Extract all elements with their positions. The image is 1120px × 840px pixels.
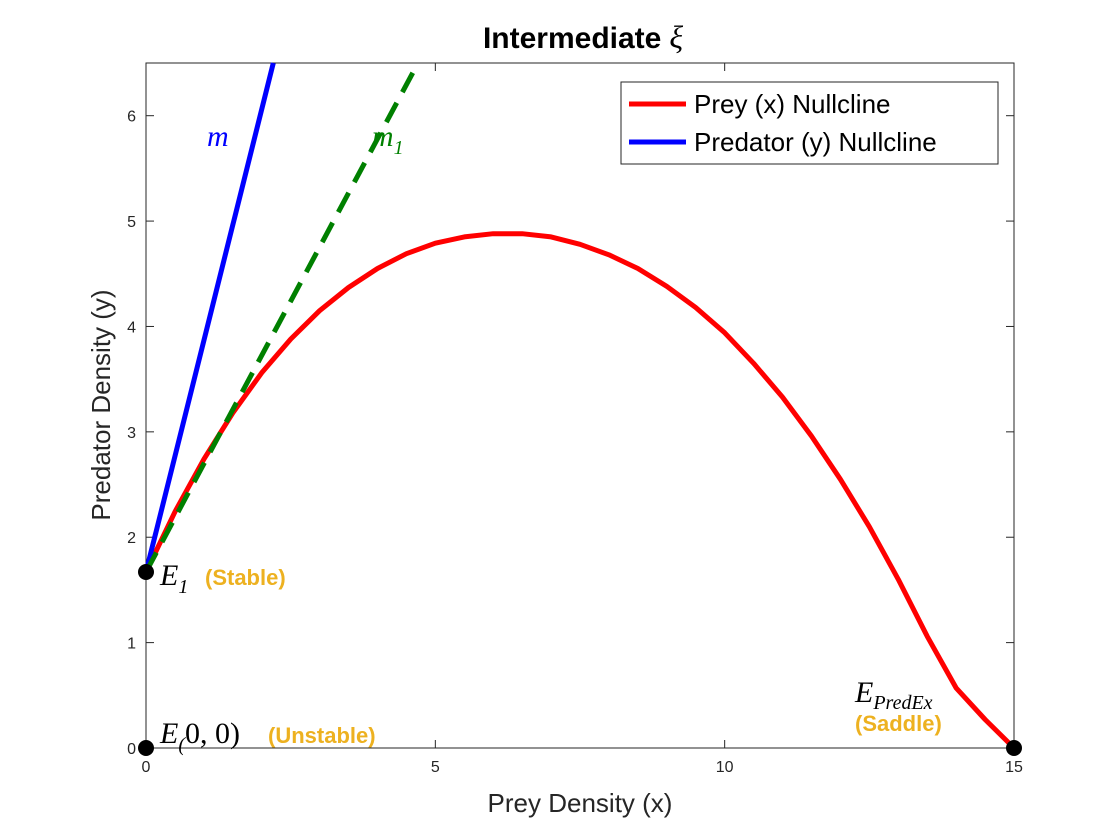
series-group bbox=[143, 61, 1016, 750]
legend-box bbox=[620, 81, 999, 165]
label-e00: E(0, 0) bbox=[159, 717, 240, 756]
legend-label-predator: Predator (y) Nullcline bbox=[694, 127, 937, 157]
label-e00-stability: (Unstable) bbox=[268, 723, 376, 748]
x-tick-label: 10 bbox=[716, 759, 734, 776]
label-m: m bbox=[207, 120, 229, 153]
y-tick-label: 6 bbox=[127, 109, 136, 126]
slope-m1-dashed-line bbox=[143, 61, 421, 574]
label-epredex-stability: (Saddle) bbox=[855, 711, 942, 736]
x-tick-label: 0 bbox=[142, 759, 151, 776]
point-e1 bbox=[138, 564, 154, 581]
label-epredex-subscript: PredEx bbox=[872, 692, 932, 714]
label-e00-letter: E bbox=[159, 717, 178, 750]
equilibrium-points bbox=[138, 564, 1022, 756]
predator-nullcline-line bbox=[143, 62, 276, 573]
legend: Prey (x) Nullcline Predator (y) Nullclin… bbox=[620, 81, 999, 165]
y-axis-label: Predator Density (y) bbox=[86, 289, 116, 520]
chart-title-text: Intermediate bbox=[483, 22, 661, 55]
y-tick-label: 1 bbox=[127, 636, 136, 653]
label-e00-subscript: ( bbox=[178, 734, 186, 756]
label-epredex-letter: E bbox=[854, 676, 873, 709]
label-e1: E1 bbox=[159, 559, 188, 598]
label-m-text: m bbox=[207, 120, 229, 153]
label-e1-stability: (Stable) bbox=[205, 565, 286, 590]
x-axis-label: Prey Density (x) bbox=[488, 788, 673, 818]
y-tick-label: 0 bbox=[127, 741, 136, 758]
plot-area bbox=[145, 62, 1015, 749]
label-m1-text: m bbox=[372, 120, 394, 153]
x-tick-label: 15 bbox=[1005, 759, 1023, 776]
y-tick-label: 4 bbox=[127, 319, 136, 336]
label-epredex: EPredEx bbox=[854, 676, 933, 714]
x-tick-label: 5 bbox=[431, 759, 440, 776]
label-e00-paren: 0, 0) bbox=[185, 717, 240, 750]
label-e1-letter: E bbox=[159, 559, 178, 592]
legend-label-prey: Prey (x) Nullcline bbox=[694, 89, 891, 119]
y-tick-label: 5 bbox=[127, 214, 136, 231]
y-tick-label: 2 bbox=[127, 530, 136, 547]
prey-nullcline-line bbox=[143, 231, 1016, 750]
chart-title: Intermediate ξ bbox=[483, 19, 683, 55]
label-m1-subscript: 1 bbox=[394, 137, 404, 159]
label-e1-subscript: 1 bbox=[178, 576, 188, 598]
y-tick-label: 3 bbox=[127, 425, 136, 442]
point-epredex bbox=[1006, 740, 1022, 756]
chart-title-symbol: ξ bbox=[669, 19, 683, 55]
label-m1: m1 bbox=[372, 120, 404, 159]
point-e00 bbox=[138, 740, 154, 756]
